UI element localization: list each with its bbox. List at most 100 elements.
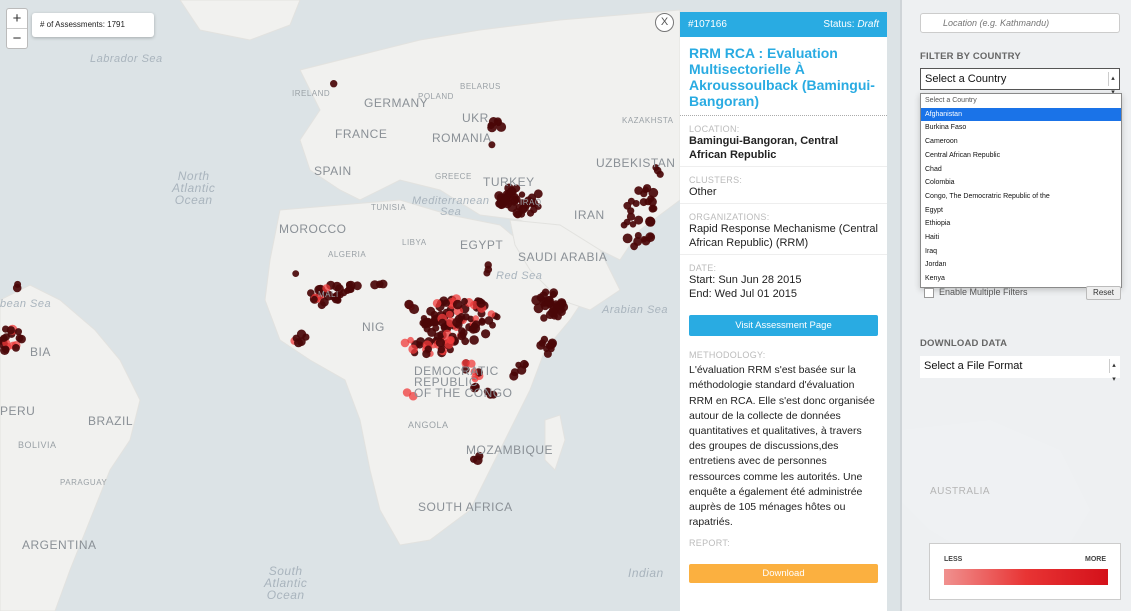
assessment-marker[interactable] xyxy=(461,359,470,368)
dropdown-option[interactable]: Select a Country xyxy=(925,97,977,104)
assessment-marker[interactable] xyxy=(14,280,22,288)
assessment-marker[interactable] xyxy=(622,233,633,244)
zoom-out-button[interactable]: − xyxy=(7,28,27,48)
dropdown-option[interactable]: Haiti xyxy=(925,234,940,242)
assessment-marker[interactable] xyxy=(432,299,442,308)
assessment-marker[interactable] xyxy=(548,307,558,318)
location-search-input[interactable] xyxy=(920,13,1120,33)
assessment-marker[interactable] xyxy=(421,322,428,329)
assessment-marker[interactable] xyxy=(469,335,479,345)
zoom-in-button[interactable]: + xyxy=(12,10,22,27)
country-select[interactable]: Select a Country ▴▾ xyxy=(920,68,1120,96)
assessment-marker[interactable] xyxy=(408,344,418,354)
assessment-dots[interactable] xyxy=(0,80,664,466)
checkbox[interactable] xyxy=(924,287,934,298)
assessment-marker[interactable] xyxy=(470,455,478,463)
dropdown-option[interactable]: Congo, The Democratric Republic of the xyxy=(925,192,1050,200)
assessment-marker[interactable] xyxy=(437,346,446,354)
country-dropdown[interactable]: Select a Country Afghanistan Burkina Fas… xyxy=(920,93,1122,288)
dropdown-option[interactable]: Cameroon xyxy=(925,138,958,146)
assessment-marker[interactable] xyxy=(470,368,478,376)
assessment-marker[interactable] xyxy=(353,281,362,291)
assessment-marker[interactable] xyxy=(370,280,380,290)
assessment-marker[interactable] xyxy=(404,299,414,310)
assessment-marker[interactable] xyxy=(626,212,636,221)
assessment-marker[interactable] xyxy=(520,203,529,212)
assessment-marker[interactable] xyxy=(642,186,649,194)
assessment-marker[interactable] xyxy=(549,288,559,298)
assessment-marker[interactable] xyxy=(510,368,519,377)
assessment-marker[interactable] xyxy=(500,195,510,205)
file-format-select[interactable]: Select a File Format ▴ ▾ xyxy=(920,356,1120,383)
assessment-marker[interactable] xyxy=(432,324,440,332)
assessment-marker[interactable] xyxy=(488,141,496,149)
dropdown-option[interactable]: Egypt xyxy=(925,206,943,214)
assessment-marker[interactable] xyxy=(302,333,310,341)
assessment-marker[interactable] xyxy=(470,300,479,310)
assessment-marker[interactable] xyxy=(484,265,493,274)
dropdown-option[interactable]: Kenya xyxy=(925,275,945,283)
assessment-marker[interactable] xyxy=(540,314,548,322)
assessment-marker[interactable] xyxy=(462,313,470,321)
assessment-marker[interactable] xyxy=(402,388,412,397)
assessment-marker[interactable] xyxy=(528,199,536,208)
assessment-marker[interactable] xyxy=(438,318,447,327)
assessment-marker[interactable] xyxy=(345,285,354,294)
dropdown-option[interactable]: Burkina Faso xyxy=(925,124,967,132)
assessment-marker[interactable] xyxy=(452,299,463,310)
assessment-marker[interactable] xyxy=(445,310,454,318)
assessment-marker[interactable] xyxy=(620,221,628,229)
assessment-marker[interactable] xyxy=(496,122,507,132)
visit-assessment-button[interactable]: Visit Assessment Page xyxy=(689,315,878,336)
assessment-marker[interactable] xyxy=(12,344,20,352)
assessment-marker[interactable] xyxy=(518,191,526,198)
assessment-marker[interactable] xyxy=(652,164,660,171)
assessment-marker[interactable] xyxy=(472,315,479,322)
assessment-marker[interactable] xyxy=(535,203,542,210)
assessment-marker[interactable] xyxy=(0,334,8,342)
assessment-marker[interactable] xyxy=(424,345,432,353)
assessment-marker[interactable] xyxy=(513,210,522,219)
assessment-marker[interactable] xyxy=(14,328,22,336)
assessment-marker[interactable] xyxy=(533,189,543,199)
assessment-marker[interactable] xyxy=(517,365,527,375)
close-detail-button[interactable]: X xyxy=(655,13,674,32)
assessment-marker[interactable] xyxy=(536,293,545,302)
assessment-marker[interactable] xyxy=(507,187,517,197)
assessment-marker[interactable] xyxy=(522,361,529,368)
dropdown-option[interactable]: Iraq xyxy=(925,247,938,255)
assessment-marker[interactable] xyxy=(322,284,331,293)
assessment-marker[interactable] xyxy=(294,338,303,348)
assessment-marker[interactable] xyxy=(541,288,550,296)
multiple-filters-toggle[interactable]: Enable Multiple Filters xyxy=(924,287,1028,298)
assessment-marker[interactable] xyxy=(470,383,480,393)
assessment-marker[interactable] xyxy=(442,299,451,307)
assessment-marker[interactable] xyxy=(446,336,455,344)
assessment-marker[interactable] xyxy=(471,373,479,381)
download-report-button[interactable]: Download xyxy=(689,563,878,583)
assessment-marker[interactable] xyxy=(510,197,519,206)
assessment-marker[interactable] xyxy=(533,303,544,314)
assessment-marker[interactable] xyxy=(656,170,664,178)
reset-button[interactable]: Reset xyxy=(1086,286,1121,300)
assessment-marker[interactable] xyxy=(311,295,318,303)
assessment-marker[interactable] xyxy=(494,313,501,321)
assessment-marker[interactable] xyxy=(483,387,492,396)
assessment-marker[interactable] xyxy=(334,296,342,304)
dropdown-option[interactable]: Chad xyxy=(925,165,942,173)
dropdown-option-selected[interactable]: Afghanistan xyxy=(921,107,1121,122)
assessment-marker[interactable] xyxy=(2,345,10,354)
assessment-marker[interactable] xyxy=(6,326,16,335)
assessment-marker[interactable] xyxy=(292,270,300,277)
assessment-marker[interactable] xyxy=(544,296,554,306)
assessment-marker[interactable] xyxy=(476,298,486,308)
assessment-marker[interactable] xyxy=(467,359,476,368)
dropdown-option[interactable]: Colombia xyxy=(925,179,955,187)
assessment-marker[interactable] xyxy=(645,216,656,227)
assessment-marker[interactable] xyxy=(17,334,26,344)
assessment-marker[interactable] xyxy=(627,197,635,205)
assessment-marker[interactable] xyxy=(633,236,643,246)
assessment-marker[interactable] xyxy=(649,204,658,213)
assessment-marker[interactable] xyxy=(648,187,659,198)
assessment-marker[interactable] xyxy=(629,221,637,228)
